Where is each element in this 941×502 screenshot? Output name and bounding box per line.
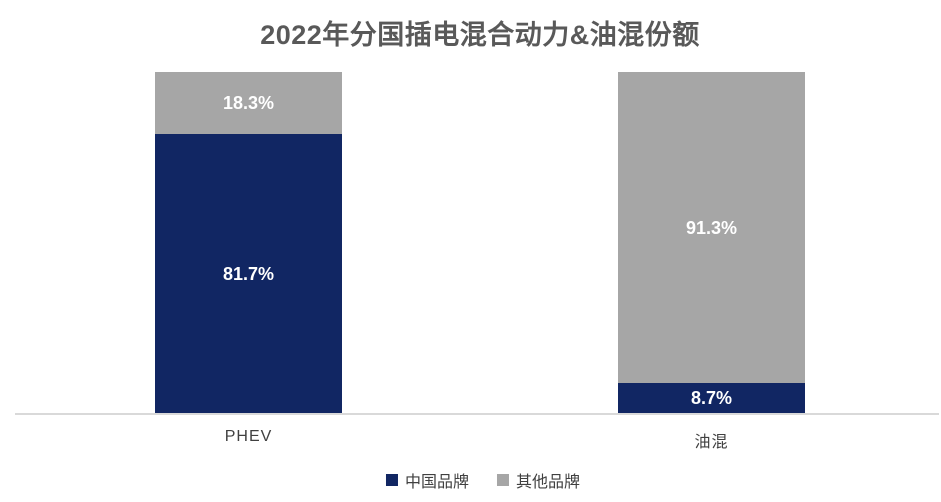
x-axis-label: 油混	[694, 434, 729, 451]
x-axis-labels: PHEV 油混	[0, 428, 941, 451]
x-axis-label: PHEV	[224, 428, 273, 445]
legend: 中国品牌 其他品牌	[385, 468, 580, 492]
legend-swatch-icon	[497, 474, 509, 486]
bar-segment: 81.7%	[155, 134, 342, 413]
bar-value-label: 8.7%	[690, 388, 733, 409]
bar-column-0: 18.3% 81.7%	[155, 72, 342, 413]
bar-value-label: 81.7%	[222, 263, 275, 284]
legend-label: 中国品牌	[404, 474, 469, 491]
bar-segment: 8.7%	[618, 383, 805, 413]
legend-item: 中国品牌	[385, 468, 469, 492]
bar-column-1: 91.3% 8.7%	[618, 72, 805, 413]
bar-value-label: 18.3%	[222, 93, 275, 114]
legend-label: 其他品牌	[516, 474, 581, 491]
bar-segment: 18.3%	[155, 72, 342, 135]
legend-item: 其他品牌	[497, 468, 580, 492]
plot-area: 18.3% 81.7% 91.3% 8.7%	[0, 72, 941, 413]
chart-title: 2022年分国插电混合动力&油混份额	[260, 20, 700, 50]
legend-swatch-icon	[385, 474, 398, 486]
x-axis-line	[15, 413, 939, 415]
bar-value-label: 91.3%	[685, 217, 738, 238]
bar-segment: 91.3%	[618, 72, 805, 384]
